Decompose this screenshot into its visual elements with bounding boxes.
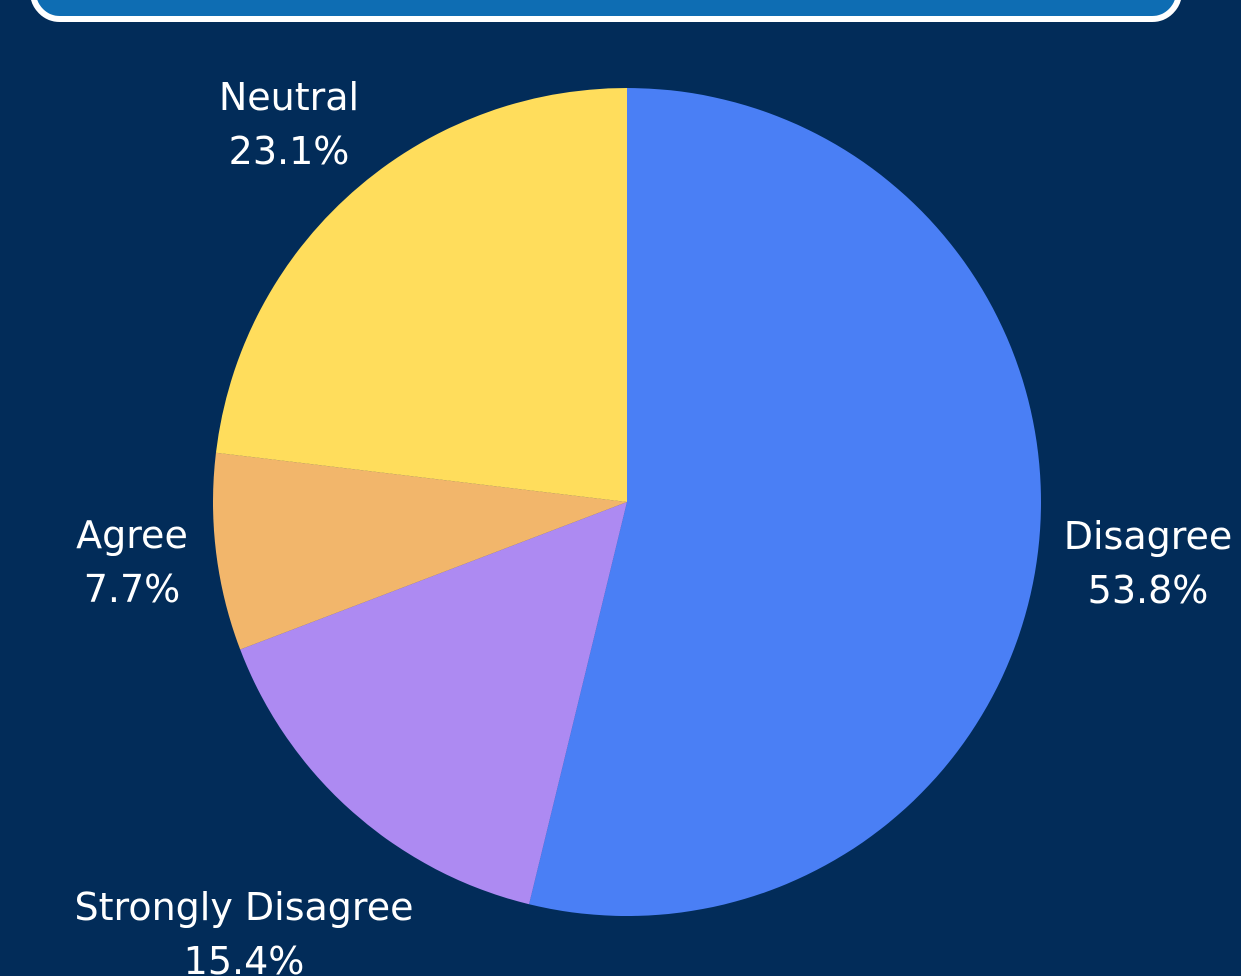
slice-label-agree: Agree: [76, 513, 188, 557]
slice-label-neutral: Neutral: [219, 75, 359, 119]
slice-value-strongly-disagree: 15.4%: [184, 939, 305, 976]
pie-slice-agree: [212, 452, 627, 650]
pie-slice-strongly-disagree: [240, 502, 628, 905]
slice-label-disagree: Disagree: [1064, 514, 1233, 558]
pie-slices: [212, 88, 1041, 916]
pie-slice-neutral: [215, 88, 627, 502]
slice-value-agree: 7.7%: [84, 567, 181, 611]
slice-value-disagree: 53.8%: [1088, 568, 1209, 612]
pie-slice-disagree: [529, 88, 1041, 916]
slice-value-neutral: 23.1%: [229, 129, 350, 173]
slice-label-strongly-disagree: Strongly Disagree: [75, 885, 414, 929]
pie-labels: Disagree 53.8% Strongly Disagree 15.4% Agree…: [75, 75, 1233, 976]
